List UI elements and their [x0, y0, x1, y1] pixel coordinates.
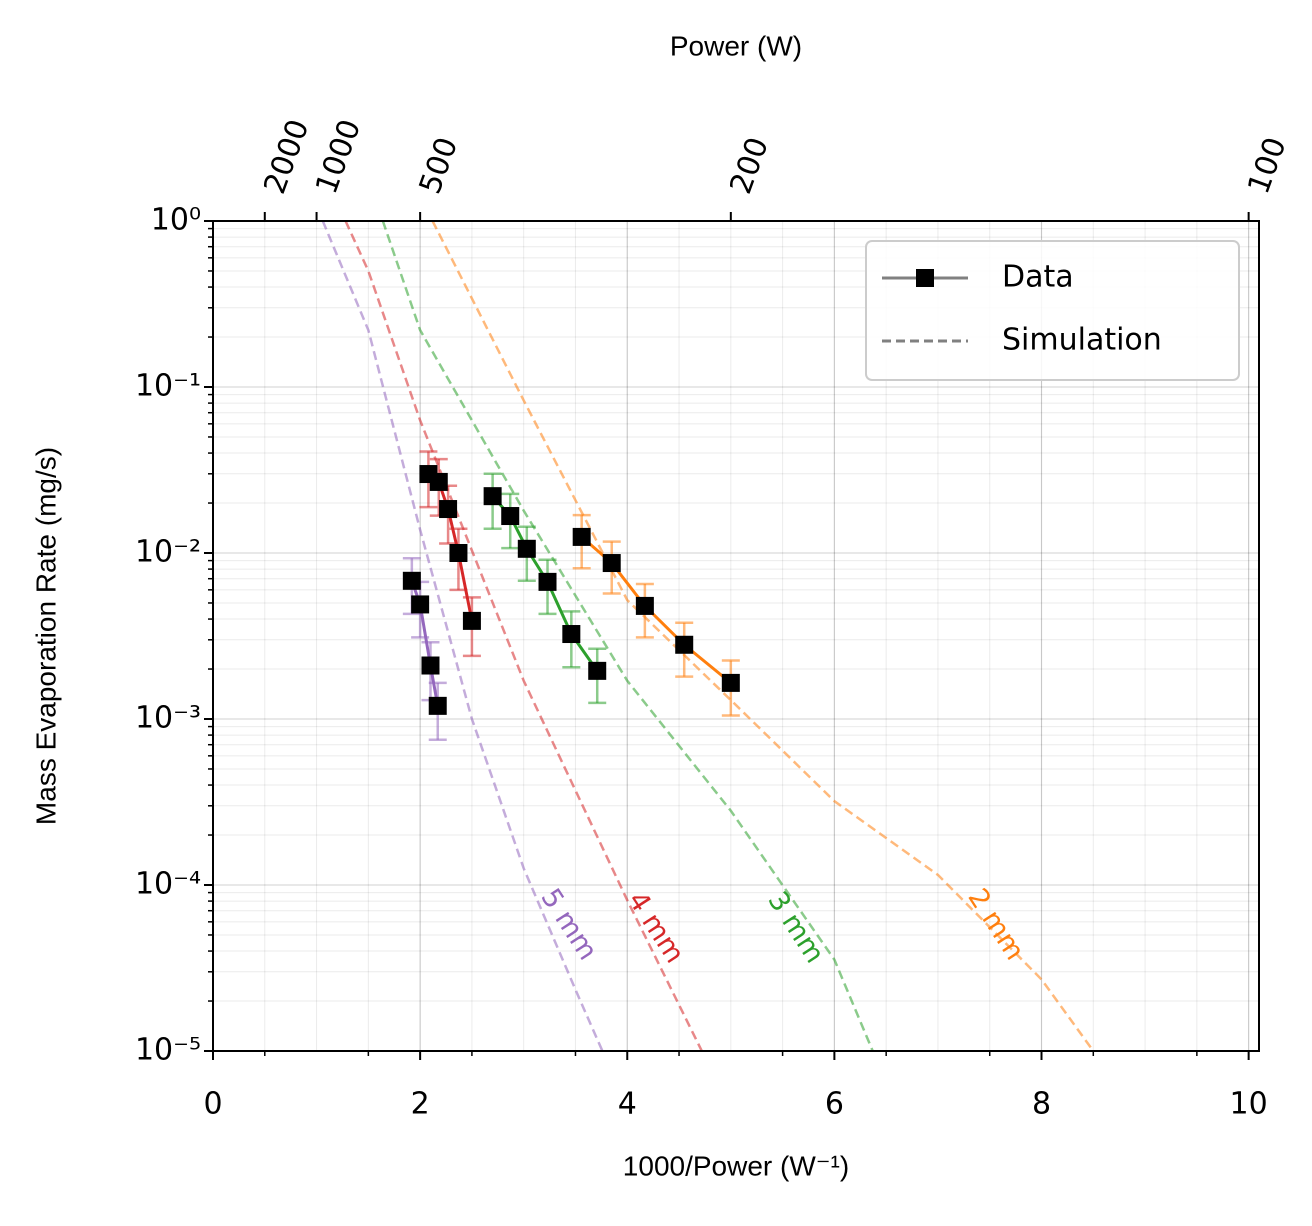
- legend-box: [865, 240, 1240, 381]
- data-point: [402, 571, 421, 590]
- x-tick-label: 6: [825, 1087, 844, 1122]
- y-tick-label: 10⁻³: [135, 701, 201, 736]
- simulation-line: [381, 221, 874, 1051]
- y-tick-label: 10⁻¹: [135, 369, 201, 404]
- y-tick-label: 10⁰: [151, 203, 201, 238]
- data-point: [429, 472, 448, 491]
- data-point: [562, 625, 581, 644]
- top-tick-label: 200: [723, 133, 775, 199]
- x-axis-label: 1000/Power (W⁻¹): [623, 1150, 849, 1181]
- data-point: [538, 572, 557, 591]
- data-point: [635, 596, 654, 615]
- data-point: [421, 656, 440, 675]
- simulation-line: [344, 221, 703, 1051]
- simulation-line: [321, 221, 604, 1051]
- top-tick-label: 500: [413, 133, 465, 199]
- plot-area: [321, 221, 1095, 1051]
- top-tick-label: 100: [1241, 133, 1293, 199]
- data-point: [572, 527, 591, 546]
- x-tick-label: 8: [1032, 1087, 1051, 1122]
- legend-label: Data: [1002, 260, 1074, 295]
- data-point: [501, 507, 520, 526]
- top-tick-label: 2000: [257, 115, 316, 199]
- y-tick-label: 10⁻⁴: [135, 867, 201, 902]
- x-tick-label: 2: [411, 1087, 430, 1122]
- data-point: [411, 595, 430, 614]
- data-point: [588, 661, 607, 680]
- data-point: [721, 673, 740, 692]
- top-axis-label: Power (W): [670, 30, 802, 61]
- data-point: [602, 554, 621, 573]
- data-line: [410, 580, 440, 707]
- plot-frame: [212, 220, 1260, 1052]
- x-tick-label: 0: [203, 1087, 222, 1122]
- series-annotation: 2 mm: [961, 883, 1030, 966]
- top-tick-label: 1000: [309, 115, 368, 199]
- data-point: [428, 696, 447, 715]
- data-point: [449, 544, 468, 562]
- legend-data-marker: [916, 269, 934, 287]
- y-tick-label: 10⁻²: [135, 535, 201, 570]
- x-tick-label: 10: [1230, 1087, 1268, 1122]
- data-point: [439, 500, 458, 519]
- data-point: [483, 487, 502, 506]
- series-annotation: 5 mm: [534, 883, 603, 966]
- legend-label: Simulation: [1002, 323, 1162, 358]
- data-point: [462, 611, 481, 630]
- data-point: [517, 539, 536, 558]
- simulation-line: [431, 221, 1095, 1051]
- data-point: [675, 635, 694, 654]
- y-tick-label: 10⁻⁵: [135, 1033, 201, 1068]
- y-axis-label: Mass Evaporation Rate (mg/s): [30, 447, 61, 825]
- series-annotation: 3 mm: [761, 886, 830, 969]
- x-tick-label: 4: [618, 1087, 637, 1122]
